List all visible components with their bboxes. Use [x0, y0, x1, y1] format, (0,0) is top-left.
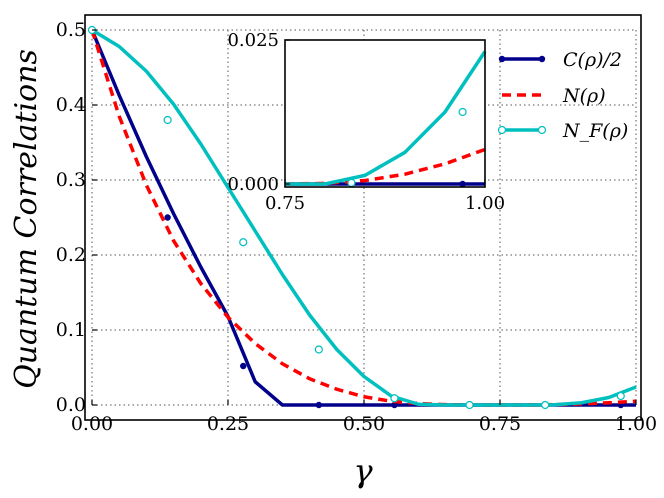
legend: C(ρ)/2 N(ρ) N_F(ρ) [497, 49, 628, 142]
series-2-marker [458, 107, 467, 117]
y-tick-label: 0.3 [56, 169, 86, 191]
inset-frame [284, 39, 486, 188]
series-2-marker [465, 400, 474, 410]
series-2-marker [541, 400, 550, 410]
y-tick-label: 0.025 [227, 30, 279, 51]
legend-label-nf-rho: N_F(ρ) [562, 120, 628, 142]
legend-item-n-rho: N(ρ) [502, 85, 606, 107]
legend-label-n-rho: N(ρ) [562, 85, 606, 107]
x-axis-label: γ [353, 452, 373, 490]
series-2-marker [616, 391, 625, 401]
series-0-marker [315, 401, 323, 409]
series-0-marker [459, 180, 466, 188]
y-tick-label: 0.4 [56, 94, 86, 116]
series-2-marker [314, 345, 323, 354]
x-tick-label: 0.75 [265, 193, 305, 214]
series-2-marker [347, 178, 356, 187]
series-2-marker [163, 115, 172, 125]
main-ticks: 0.00 0.25 0.50 0.75 1.00 0.0 0.1 0.2 0.3 0.4 0.5 [56, 19, 657, 435]
series-0-marker [164, 214, 171, 221]
legend-item-c-rho: C(ρ)/2 [498, 49, 622, 71]
x-tick-label: 1.00 [465, 193, 505, 214]
y-tick-label: 0.1 [56, 319, 86, 341]
y-tick-label: 0.0 [56, 394, 86, 416]
x-tick-label: 0.50 [343, 413, 385, 435]
x-tick-label: 0.00 [71, 413, 113, 435]
legend-item-nf-rho: N_F(ρ) [497, 120, 628, 142]
inset-ticks: 0.75 1.00 0.000 0.025 [227, 30, 505, 214]
series-0-marker [240, 362, 247, 370]
y-axis-label: Quantum Correlations [9, 49, 44, 389]
x-tick-label: 0.75 [479, 413, 521, 435]
series-2-marker [390, 394, 399, 403]
main-plot-frame [84, 14, 642, 421]
x-tick-label: 1.00 [615, 413, 657, 435]
y-tick-label: 0.5 [56, 19, 86, 41]
series-line-2 [285, 50, 487, 186]
legend-label-c-rho: C(ρ)/2 [563, 49, 622, 71]
x-tick-label: 0.25 [207, 413, 249, 435]
y-tick-label: 0.2 [56, 244, 86, 266]
series-2-marker [239, 238, 248, 247]
y-tick-label: 0.000 [227, 174, 279, 195]
